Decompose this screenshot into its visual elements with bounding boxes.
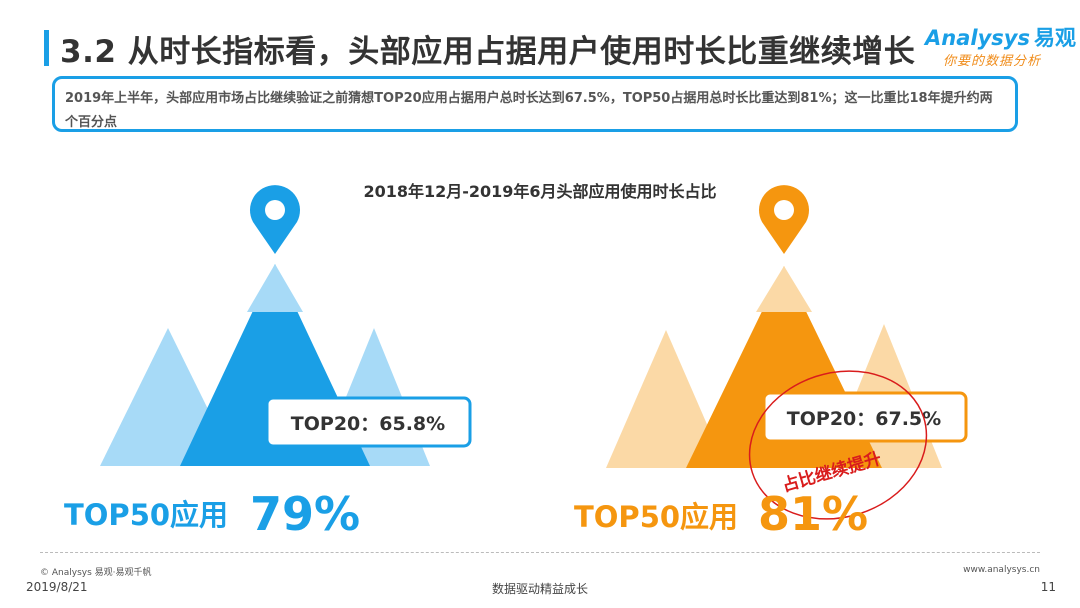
chart-title: 2018年12月-2019年6月头部应用使用时长占比 — [363, 182, 717, 201]
top20-label-box — [265, 396, 472, 448]
page-title: 3.2 从时长指标看，头部应用占据用户使用时长比重继续增长 — [60, 34, 916, 70]
top50-label: TOP50应用 — [64, 498, 228, 532]
top20-label: TOP20：67.5% — [787, 408, 941, 430]
top50-label: TOP50应用 — [574, 500, 738, 534]
brand-logo: Analysys 易观 你要的数据分析 — [925, 22, 1076, 72]
footer-url: www.analysys.cn — [963, 565, 1040, 575]
brand-slogan: 你要的数据分析 — [943, 54, 1042, 69]
chart-panel-right: TOP20：67.5% 占比继续提升 TOP50应用 81% — [574, 185, 968, 541]
brand-logo-cn: 易观 — [1033, 26, 1076, 50]
location-pin-hole — [774, 200, 794, 220]
brand-logo-en: Analysys — [925, 26, 1030, 50]
page-number: 11 — [1040, 580, 1056, 594]
footer-copyright: © Analysys 易观·易观千帆 — [40, 568, 152, 578]
highlight-circle — [748, 370, 928, 520]
summary-box: 2019年上半年，头部应用市场占比继续验证之前猜想TOP20应用占据用户总时长达… — [52, 76, 1018, 132]
mountain-peak — [247, 264, 303, 312]
top50-value: 79% — [250, 487, 360, 541]
title-accent-bar — [44, 30, 49, 66]
location-pin-icon — [250, 185, 300, 254]
mountain-peak — [756, 266, 812, 312]
location-pin-icon — [759, 185, 809, 254]
chart-panel-left: TOP20：65.8% TOP50应用 79% — [64, 185, 472, 541]
top20-label-box — [762, 391, 968, 443]
top20-label: TOP20：65.8% — [291, 413, 445, 435]
mountain-left-small — [606, 330, 726, 468]
top50-value: 81% — [758, 487, 868, 541]
summary-text: 2019年上半年，头部应用市场占比继续验证之前猜想TOP20应用占据用户总时长达… — [65, 91, 993, 130]
footer-divider — [40, 552, 1040, 553]
brand-logo-text: Analysys 易观 — [925, 22, 1076, 52]
location-pin-hole — [265, 200, 285, 220]
footer-slogan: 数据驱动精益成长 — [491, 582, 588, 596]
footer-date: 2019/8/21 — [26, 580, 88, 594]
